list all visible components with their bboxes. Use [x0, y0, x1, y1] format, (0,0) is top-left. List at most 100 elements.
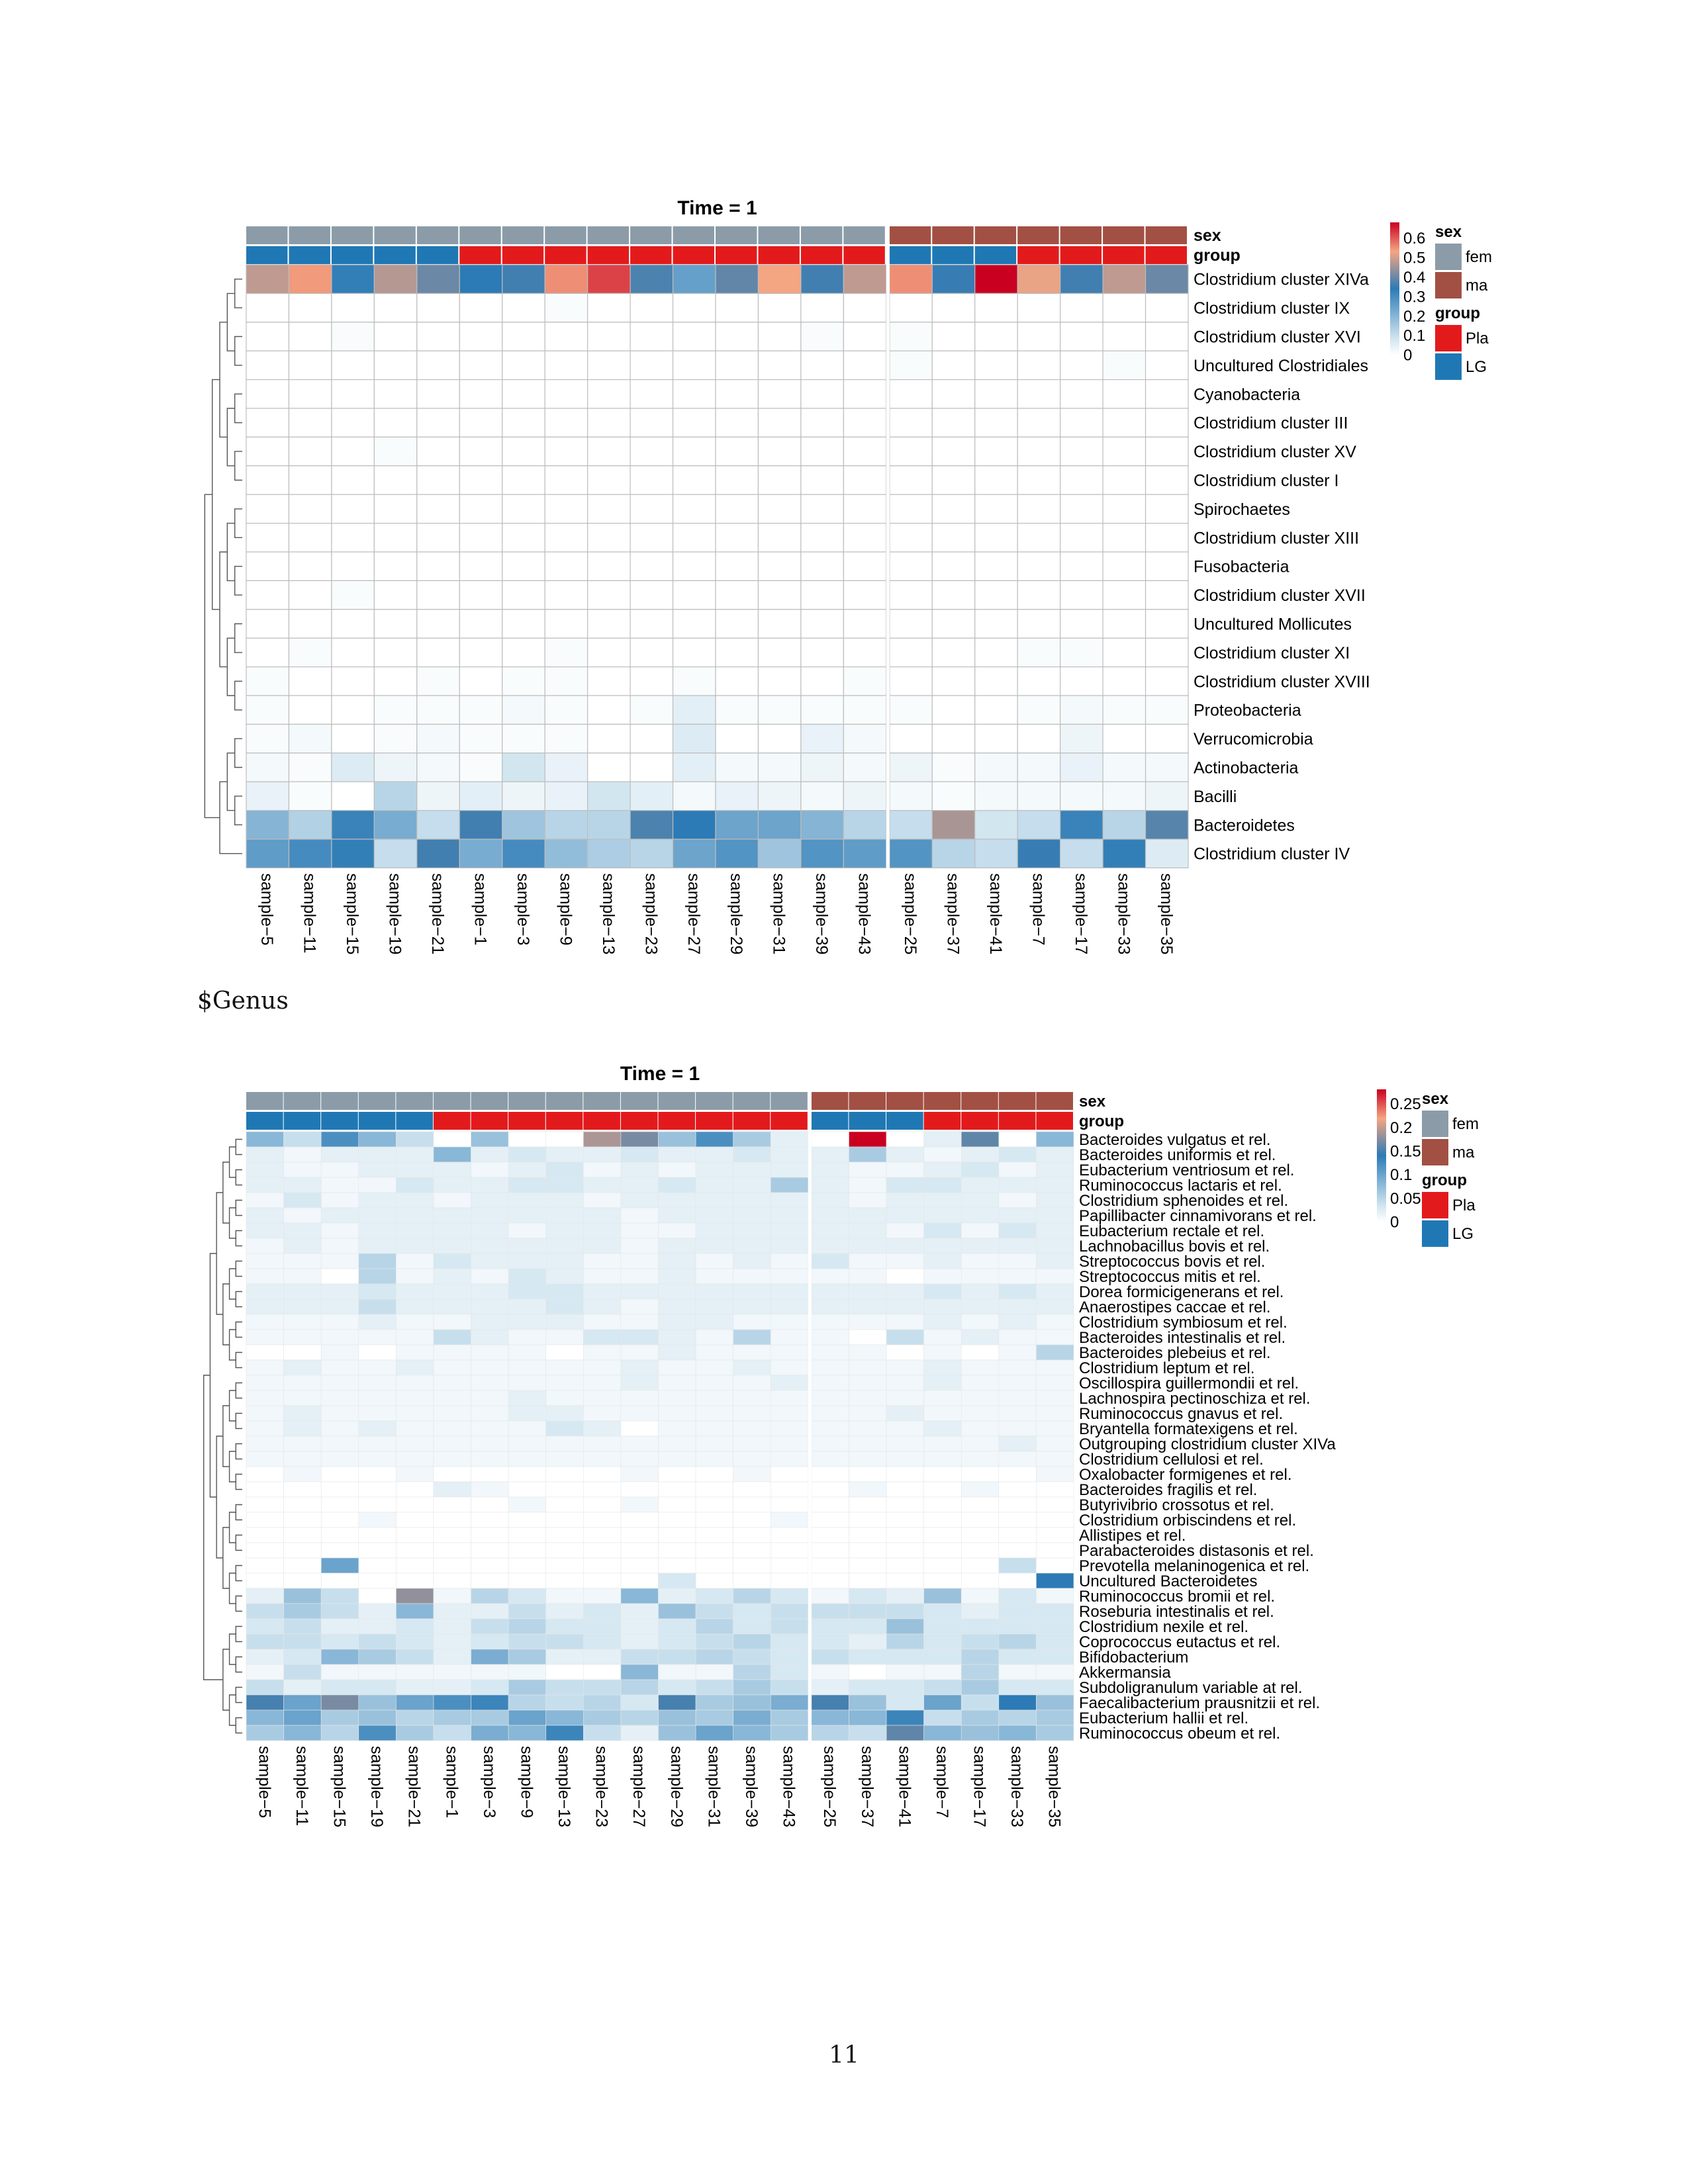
heatmap-cell — [508, 1344, 547, 1361]
heatmap-cell — [733, 1633, 771, 1650]
group-annotation-cell — [886, 1112, 923, 1130]
heatmap-cell — [246, 809, 290, 840]
heatmap-cell — [757, 350, 802, 381]
row-label: Oxalobacter formigenes et rel. — [1079, 1466, 1291, 1484]
heatmap-cell — [508, 1390, 547, 1406]
heatmap-cell — [544, 293, 588, 323]
heatmap-cell — [459, 523, 503, 553]
heatmap-cell — [544, 695, 588, 725]
heatmap-cell — [433, 1664, 471, 1680]
row-label: Uncultured Mollicutes — [1194, 615, 1352, 634]
heatmap-cell — [508, 1177, 547, 1193]
heatmap-cell — [246, 1512, 284, 1528]
sample-label: sample−23 — [592, 1746, 611, 1827]
heatmap-cell — [502, 436, 545, 467]
heatmap-cell — [545, 1435, 584, 1452]
heatmap-cell — [733, 1253, 771, 1269]
sample-label: sample−23 — [641, 873, 660, 954]
heatmap-cell — [849, 1618, 887, 1635]
heatmap-cell — [545, 1146, 584, 1163]
heatmap-cell — [587, 494, 631, 524]
heatmap-cell — [283, 1496, 322, 1513]
row-label: Lachnobacillus bovis et rel. — [1079, 1238, 1270, 1255]
heatmap-cell — [544, 322, 588, 351]
sample-label: sample−29 — [727, 873, 745, 954]
heatmap-cell — [961, 1344, 1000, 1361]
heatmap-cell — [508, 1283, 547, 1300]
heatmap-cell — [715, 350, 759, 381]
sex-annotation-cell — [545, 226, 586, 244]
heatmap-cell — [695, 1177, 733, 1193]
heatmap-cell — [1060, 551, 1103, 582]
heatmap-cell — [849, 1512, 887, 1528]
heatmap-cell — [889, 465, 933, 495]
sex-legend-swatch — [1422, 1111, 1448, 1137]
heatmap-cell — [283, 1405, 322, 1422]
heatmap-cell — [658, 1375, 696, 1391]
heatmap-cell — [508, 1527, 547, 1543]
heatmap-cell — [283, 1603, 322, 1619]
heatmap-cell — [757, 752, 802, 782]
heatmap-cell — [583, 1390, 622, 1406]
heatmap-cell — [974, 379, 1018, 409]
heatmap-cell — [770, 1527, 809, 1543]
heatmap-cell — [320, 1481, 359, 1498]
heatmap-cell — [1017, 695, 1061, 725]
heatmap-cell — [998, 1694, 1037, 1711]
heatmap-cell — [471, 1466, 509, 1482]
heatmap-cell — [433, 1527, 471, 1543]
heatmap-cell — [358, 1298, 397, 1315]
heatmap-cell — [770, 1466, 809, 1482]
heatmap-cell — [288, 408, 332, 438]
heatmap-cell — [620, 1177, 659, 1193]
heatmap-cell — [886, 1146, 924, 1163]
heatmap-cell — [502, 523, 545, 553]
heatmap-cell — [331, 839, 375, 869]
heatmap-cell — [695, 1207, 733, 1224]
sex-annotation-cell — [849, 1092, 886, 1110]
heatmap-cell — [849, 1451, 887, 1467]
heatmap-cell — [672, 264, 716, 295]
group-legend-label: Pla — [1452, 1197, 1476, 1214]
heatmap-cell — [358, 1664, 397, 1680]
heatmap-cell — [433, 1694, 471, 1711]
heatmap-cell — [658, 1557, 696, 1574]
heatmap-cell — [320, 1542, 359, 1559]
heatmap-cell — [358, 1344, 397, 1361]
heatmap-cell — [886, 1268, 924, 1285]
heatmap-cell — [886, 1177, 924, 1193]
heatmap-cell — [849, 1572, 887, 1589]
heatmap-cell — [358, 1222, 397, 1239]
heatmap-cell — [583, 1146, 622, 1163]
heatmap-cell — [672, 408, 716, 438]
group-annotation-cell — [733, 1112, 771, 1130]
heatmap-cell — [800, 523, 844, 553]
group-annotation-cell — [1060, 246, 1102, 264]
sex-annotation-cell — [1103, 226, 1145, 244]
sex-annotation-cell — [508, 1092, 545, 1110]
row-label: Ruminococcus bromii et rel. — [1079, 1588, 1275, 1606]
heatmap-cell — [1060, 637, 1103, 668]
heatmap-cell — [658, 1679, 696, 1696]
heatmap-cell — [961, 1603, 1000, 1619]
sex-legend-swatch — [1435, 272, 1462, 298]
heatmap-cell — [544, 839, 588, 869]
heatmap-cell — [849, 1557, 887, 1574]
chart-title: Time = 1 — [620, 1063, 700, 1085]
heatmap-cell — [811, 1298, 849, 1315]
heatmap-cell — [1145, 494, 1189, 524]
heatmap-cell — [471, 1588, 509, 1604]
heatmap-cell — [757, 264, 802, 295]
group-annotation-cell — [998, 1112, 1036, 1130]
heatmap-cell — [331, 408, 375, 438]
heatmap-cell — [695, 1451, 733, 1467]
heatmap-cell — [849, 1344, 887, 1361]
heatmap-cell — [733, 1420, 771, 1437]
heatmap-cell — [508, 1588, 547, 1604]
heatmap-cell — [961, 1527, 1000, 1543]
heatmap-cell — [733, 1618, 771, 1635]
sex-legend-title: sex — [1435, 223, 1462, 241]
heatmap-cell — [508, 1496, 547, 1513]
sex-annotation-cell — [433, 1092, 471, 1110]
row-label: Outgrouping clostridium cluster XIVa — [1079, 1435, 1336, 1453]
